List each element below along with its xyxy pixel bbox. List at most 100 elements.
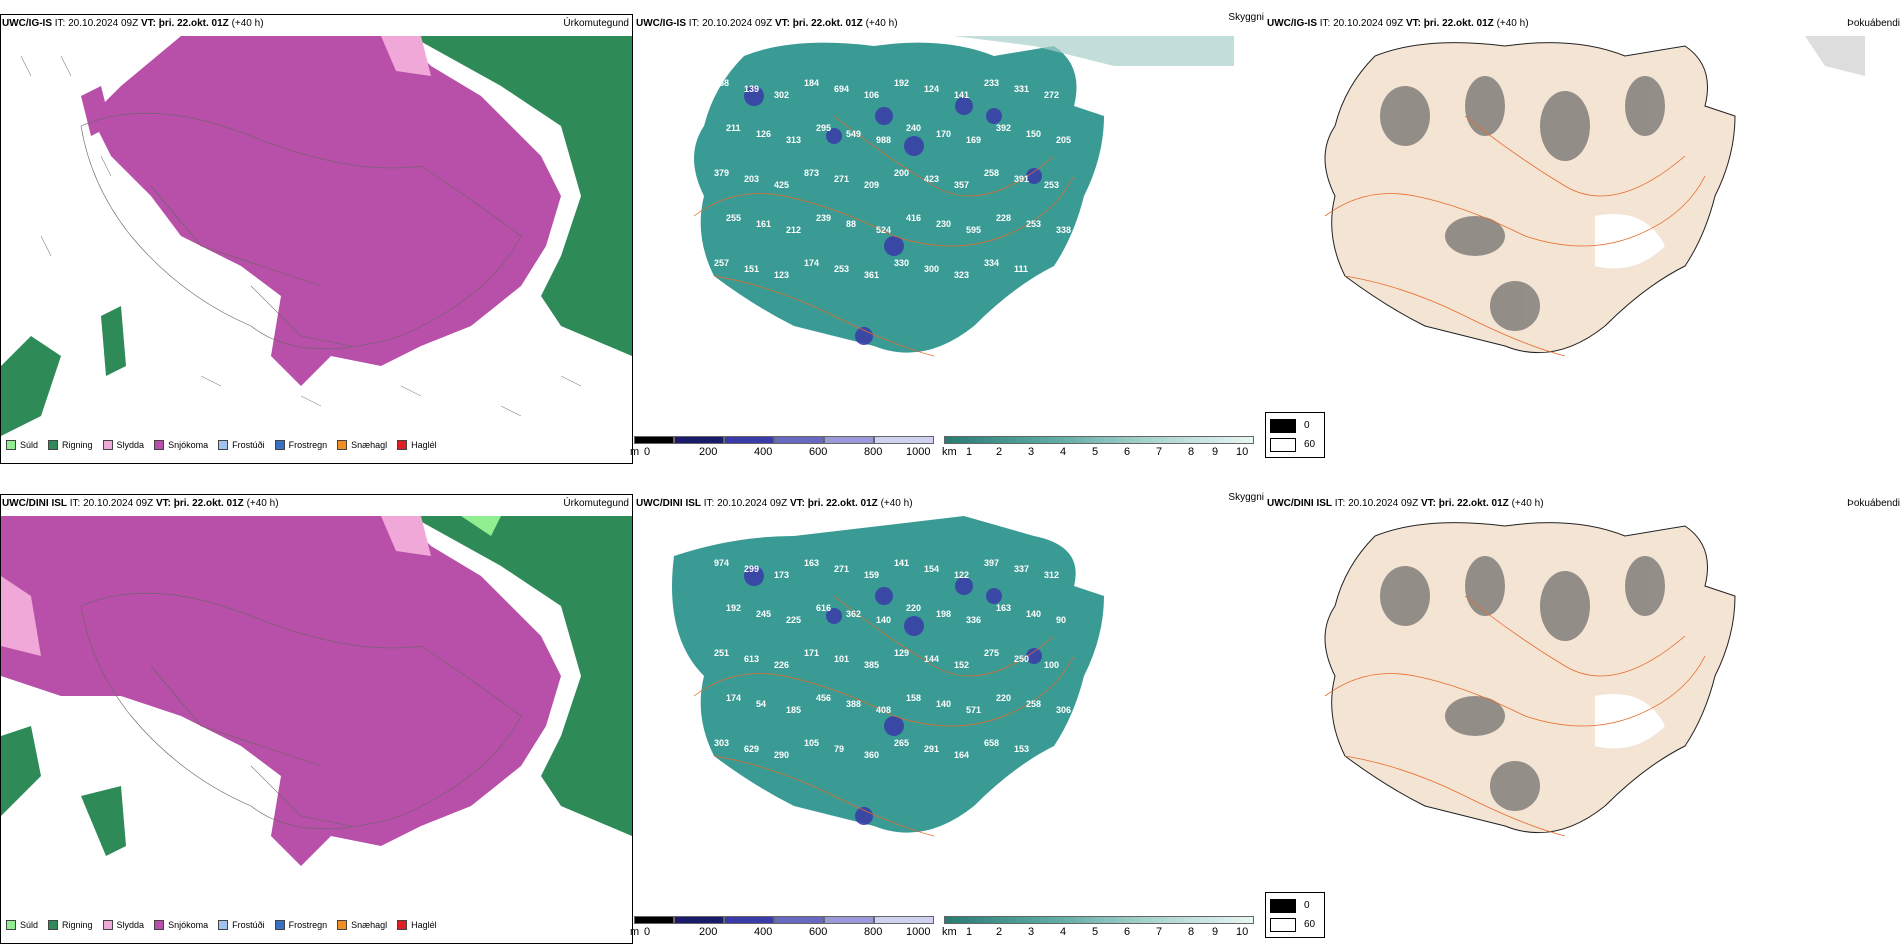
visibility-value: 228 <box>996 213 1011 223</box>
visibility-value: 171 <box>804 648 819 658</box>
cbar-tick: 4 <box>1060 926 1067 938</box>
cbar-seg <box>724 916 774 924</box>
fog-panel-1: UWC/IG-IS IT: 20.10.2024 09Z VT: þri. 22… <box>1265 14 1900 464</box>
cbar-tick: 1000 <box>906 926 931 938</box>
visibility-value: 173 <box>774 570 789 580</box>
cbar-tick: 1 <box>966 926 973 938</box>
visibility-value: 362 <box>846 609 861 619</box>
visibility-value: 55 <box>726 783 736 793</box>
visibility-value: 140 <box>936 699 951 709</box>
legend-item: Frostregn <box>274 440 327 450</box>
cbar-tick: 6 <box>1124 926 1131 938</box>
visibility-value: 290 <box>774 750 789 760</box>
visibility-value: 295 <box>816 123 831 133</box>
visibility-value: 105 <box>804 738 819 748</box>
precip-title: Úrkomutegund <box>563 498 629 509</box>
visibility-title: Skyggni <box>1228 492 1264 503</box>
visibility-value: 225 <box>786 615 801 625</box>
visibility-value: 323 <box>954 270 969 280</box>
fog-legend-2: 0 60 <box>1265 892 1325 938</box>
visibility-title: Skyggni <box>1228 12 1264 23</box>
visibility-value: 425 <box>774 180 789 190</box>
visibility-value: 245 <box>756 609 771 619</box>
visibility-value: 629 <box>744 744 759 754</box>
visibility-value: 549 <box>846 129 861 139</box>
precip-map <box>1 36 632 436</box>
visibility-value: 253 <box>1044 180 1059 190</box>
cbar-tick: 0 <box>644 446 651 458</box>
elevation-colorbar: m 0 200 400 600 800 1000 <box>630 916 934 940</box>
swatch <box>48 920 59 930</box>
visibility-label-layer: 158 139 302 184 694 106 192 124 141 233 331 272 211 1… <box>714 78 1071 313</box>
precip-legend: Súld Rigning Slydda Snjókoma Frostúði Fr… <box>6 920 437 930</box>
cbar-tick: 800 <box>864 446 883 458</box>
visibility-value: 300 <box>924 264 939 274</box>
visibility-value: 397 <box>984 558 999 568</box>
legend-item: Snæhagl <box>337 440 387 450</box>
visibility-value: 101 <box>834 654 849 664</box>
legend-item: Frostúði <box>218 440 265 450</box>
visibility-value: 251 <box>714 648 729 658</box>
visibility-value: 258 <box>984 168 999 178</box>
visibility-value: 198 <box>936 609 951 619</box>
legend-item: Frostúði <box>218 920 265 930</box>
visibility-value: 230 <box>936 219 951 229</box>
visibility-value: 205 <box>1056 135 1071 145</box>
visibility-value: 100 <box>1044 270 1059 280</box>
visibility-value: 144 <box>924 654 939 664</box>
visibility-value: 140 <box>1026 609 1041 619</box>
panel-title: UWC/DINI ISL IT: 20.10.2024 09Z VT: þri.… <box>636 498 913 509</box>
legend-item: Haglél <box>397 440 437 450</box>
visibility-value: 170 <box>936 129 951 139</box>
cbar-tick: 7 <box>1156 446 1163 458</box>
visibility-value: 164 <box>954 750 969 760</box>
visibility-map <box>693 36 1234 357</box>
visibility-value: 988 <box>876 135 891 145</box>
visibility-value: 163 <box>996 603 1011 613</box>
visibility-value: 98 <box>756 789 766 799</box>
cbar-unit: km <box>942 926 957 938</box>
visibility-value: 258 <box>1026 699 1041 709</box>
visibility-value: 357 <box>954 180 969 190</box>
visibility-value: 151 <box>744 264 759 274</box>
legend-item: Súld <box>6 920 38 930</box>
fog-map <box>1324 36 1865 357</box>
visibility-value: 299 <box>744 564 759 574</box>
cloud-colorbar: km 1 2 3 4 5 6 7 8 9 10 <box>942 436 1254 460</box>
precip-type-panel-2: UWC/DINI ISL IT: 20.10.2024 09Z VT: þri.… <box>0 494 633 944</box>
visibility-value: 174 <box>804 258 819 268</box>
fog-title: Þokuábendi <box>1847 18 1900 29</box>
visibility-value: 303 <box>714 738 729 748</box>
precip-frame <box>0 14 633 464</box>
visibility-map <box>672 516 1104 837</box>
legend-item: Haglél <box>397 920 437 930</box>
visibility-value: 974 <box>714 558 729 568</box>
visibility-value: 123 <box>774 270 789 280</box>
visibility-value: 159 <box>864 570 879 580</box>
row-1: UWC/IG-IS IT: 20.10.2024 09Z VT: þri. 22… <box>0 0 1900 470</box>
swatch <box>274 920 285 930</box>
fog-high-swatch <box>1270 419 1296 433</box>
visibility-value: 302 <box>774 90 789 100</box>
swatch <box>102 440 113 450</box>
visibility-value: 456 <box>816 693 831 703</box>
visibility-value: 163 <box>804 558 819 568</box>
visibility-value: 139 <box>744 84 759 94</box>
visibility-value: 126 <box>756 129 771 139</box>
cbar-seg <box>944 436 1254 444</box>
swatch <box>337 920 348 930</box>
fog-high-label: 0 <box>1304 900 1310 911</box>
visibility-value: 141 <box>954 90 969 100</box>
cbar-unit: m <box>630 446 640 458</box>
legend-item: Súld <box>6 440 38 450</box>
visibility-value: 408 <box>876 705 891 715</box>
cbar-tick: 3 <box>1028 926 1035 938</box>
legend-item: Slydda <box>102 440 144 450</box>
cbar-tick: 10 <box>1236 926 1249 938</box>
cbar-seg <box>774 916 824 924</box>
cbar-tick: 200 <box>699 446 718 458</box>
fog-low-swatch <box>1270 438 1296 452</box>
visibility-value: 379 <box>714 168 729 178</box>
fog-panel-2: UWC/DINI ISL IT: 20.10.2024 09Z VT: þri.… <box>1265 494 1900 944</box>
visibility-labels: 974 299 173 163 271 159 141 154 122 397 337 312 192 2… <box>634 516 1234 896</box>
